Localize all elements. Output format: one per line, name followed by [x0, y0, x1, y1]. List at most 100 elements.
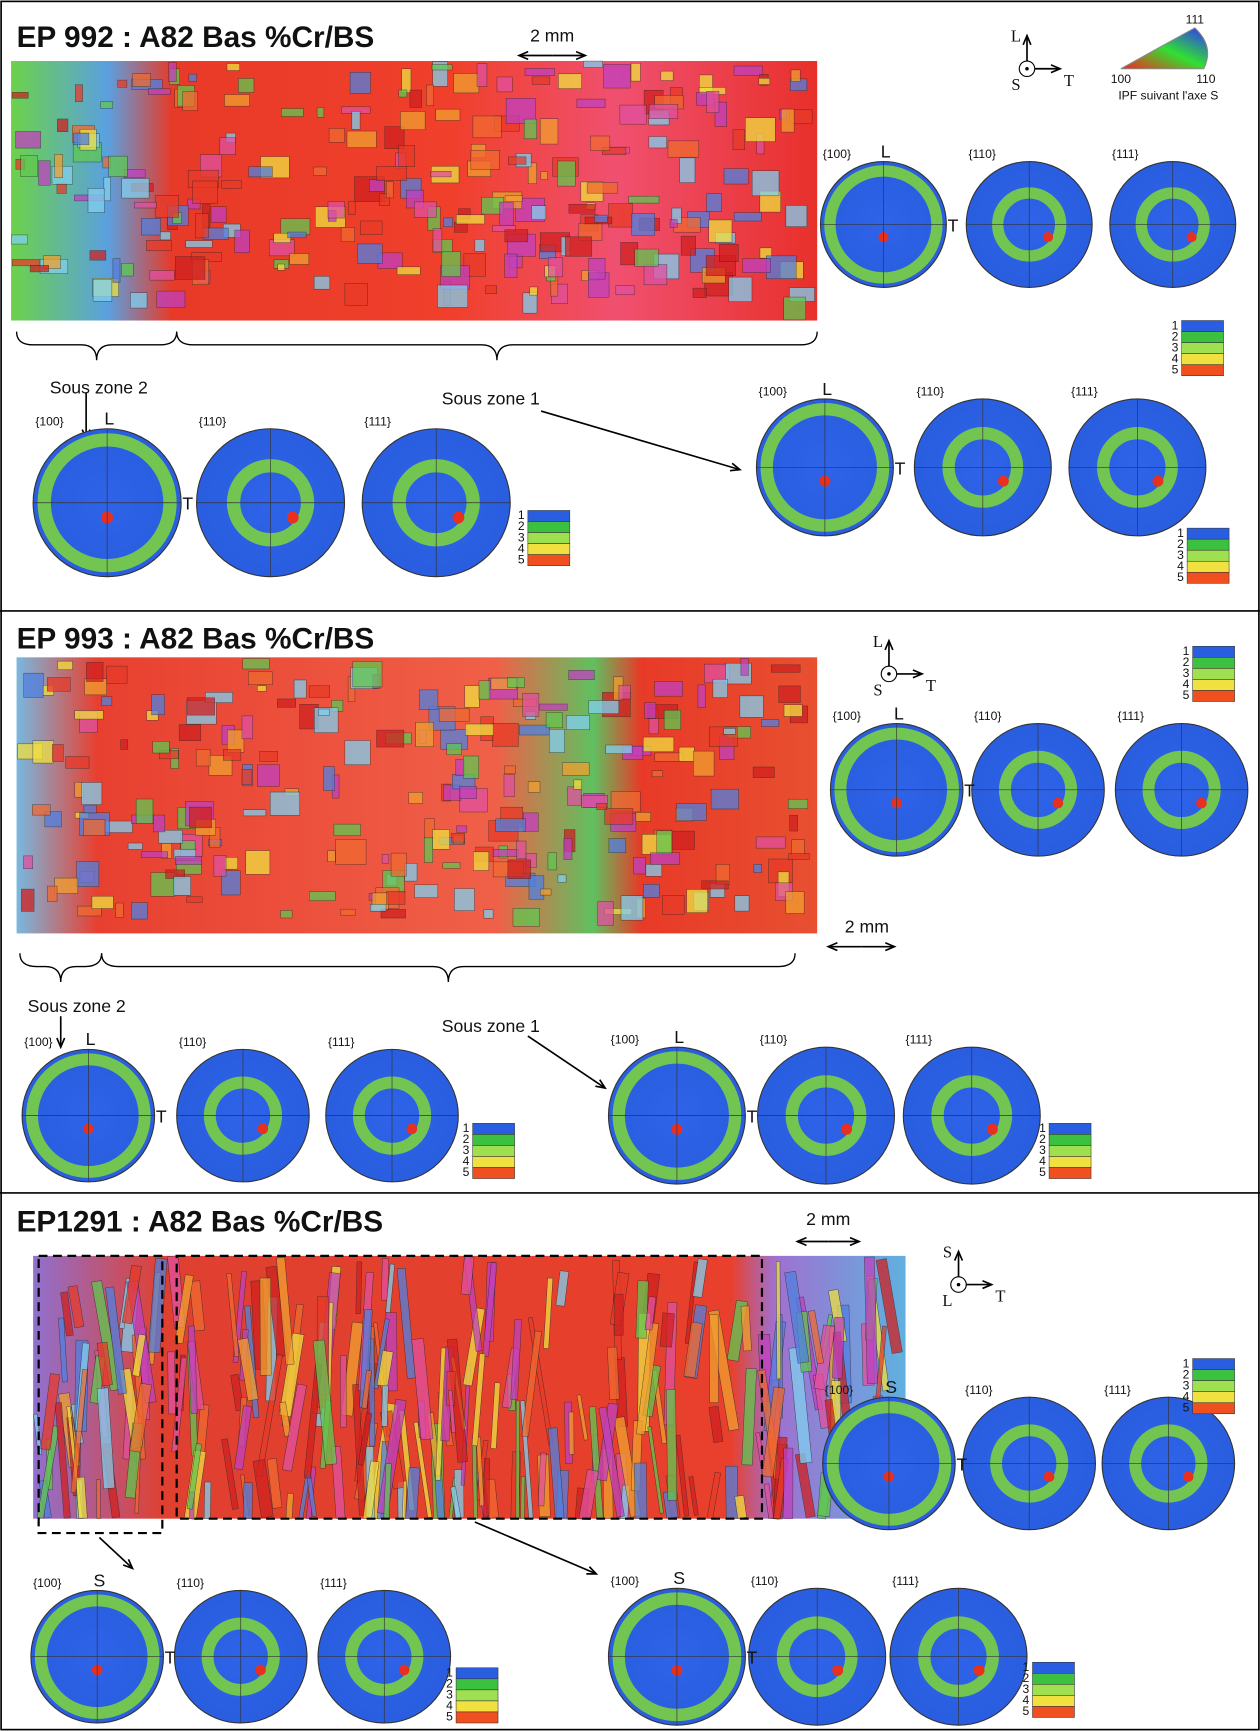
- pole-label: {111}: [1118, 709, 1145, 723]
- pole-spot: [986, 1123, 998, 1135]
- pole-label: {110}: [760, 1033, 787, 1047]
- grain: [453, 73, 480, 94]
- grain: [540, 171, 548, 180]
- grain: [785, 891, 805, 914]
- legend-band: [1048, 1167, 1092, 1179]
- grain: [203, 1481, 212, 1520]
- grain: [678, 746, 695, 762]
- grain: [376, 166, 407, 181]
- legend-label: 2: [463, 1132, 470, 1146]
- grain: [141, 218, 161, 236]
- grain: [224, 94, 250, 107]
- grain: [12, 259, 41, 267]
- pole-axis-label: T: [964, 781, 975, 801]
- grain: [443, 217, 453, 228]
- legend-band: [455, 1711, 499, 1724]
- grain: [408, 792, 424, 804]
- grain: [100, 101, 114, 109]
- grain: [96, 1479, 101, 1519]
- grain: [504, 195, 523, 202]
- pole-label: {100}: [611, 1033, 639, 1047]
- grain: [620, 895, 644, 921]
- grain: [430, 171, 452, 178]
- pole-label: {111}: [906, 1033, 933, 1047]
- legend-band: [455, 1678, 499, 1691]
- legend-label: 2: [1183, 1367, 1190, 1381]
- grain: [400, 111, 426, 130]
- pole-spot: [398, 1664, 410, 1676]
- grain: [723, 168, 749, 185]
- grain: [213, 855, 227, 877]
- grain: [333, 823, 361, 836]
- legend-label: 3: [1023, 1682, 1030, 1696]
- grain: [455, 758, 465, 776]
- grain: [227, 729, 245, 753]
- grain: [186, 896, 203, 903]
- grain: [643, 884, 660, 898]
- grain: [175, 856, 202, 865]
- pole-label: {111}: [892, 1574, 919, 1588]
- pole-label: {100}: [833, 709, 861, 723]
- grain: [693, 750, 715, 777]
- legend-band: [1032, 1706, 1075, 1718]
- pole-label: {111}: [364, 414, 391, 428]
- grain: [340, 1355, 347, 1428]
- arrow: [540, 410, 741, 471]
- grain: [398, 89, 408, 98]
- pole-label: {110}: [974, 709, 1001, 723]
- grain: [590, 135, 611, 151]
- arrow-head: [982, 1279, 994, 1290]
- legend-band: [1192, 657, 1235, 669]
- brace: [176, 331, 818, 361]
- grain: [293, 679, 307, 699]
- grain: [220, 870, 241, 896]
- grain: [573, 779, 582, 790]
- grain: [187, 1325, 198, 1415]
- legend-label: 5: [1183, 688, 1190, 702]
- pole-axis-label: L: [86, 1029, 96, 1049]
- grain: [451, 832, 465, 843]
- grain: [476, 63, 488, 87]
- arrow-head: [516, 50, 529, 61]
- grain: [521, 1330, 542, 1437]
- grain: [148, 88, 171, 95]
- grain: [667, 140, 700, 158]
- grain: [381, 1258, 389, 1301]
- grain: [522, 292, 538, 314]
- grain: [712, 678, 728, 698]
- pole-axis-label: L: [104, 409, 114, 429]
- legend-band: [1032, 1684, 1075, 1696]
- pole-axis-label: L: [822, 379, 832, 399]
- grain: [504, 253, 518, 278]
- grain: [675, 1434, 690, 1517]
- grain: [680, 235, 696, 256]
- brace: [19, 953, 103, 983]
- ipf-label: 111: [1186, 12, 1205, 26]
- legend-band: [472, 1167, 515, 1179]
- grain: [784, 1270, 810, 1364]
- grain: [134, 201, 157, 209]
- grain: [785, 205, 808, 227]
- grain: [758, 78, 771, 85]
- legend-label: 5: [1177, 570, 1184, 584]
- grain: [192, 180, 218, 204]
- grain: [490, 1382, 501, 1449]
- grain: [491, 849, 519, 857]
- grain: [47, 677, 71, 692]
- axis-label: T: [926, 676, 936, 695]
- grain: [588, 700, 620, 714]
- grain: [688, 1476, 699, 1516]
- grain: [20, 155, 38, 177]
- grain: [528, 875, 545, 900]
- pole-spot: [257, 1123, 269, 1135]
- grain: [328, 128, 345, 143]
- legend-band: [1186, 527, 1230, 540]
- grain: [241, 769, 253, 785]
- grain: [659, 1312, 675, 1348]
- pole-label: {100}: [759, 385, 787, 399]
- grain: [602, 147, 627, 155]
- legend-band: [1181, 353, 1224, 365]
- grain: [656, 830, 673, 854]
- pole-label: {110}: [917, 385, 944, 399]
- grain: [259, 751, 278, 762]
